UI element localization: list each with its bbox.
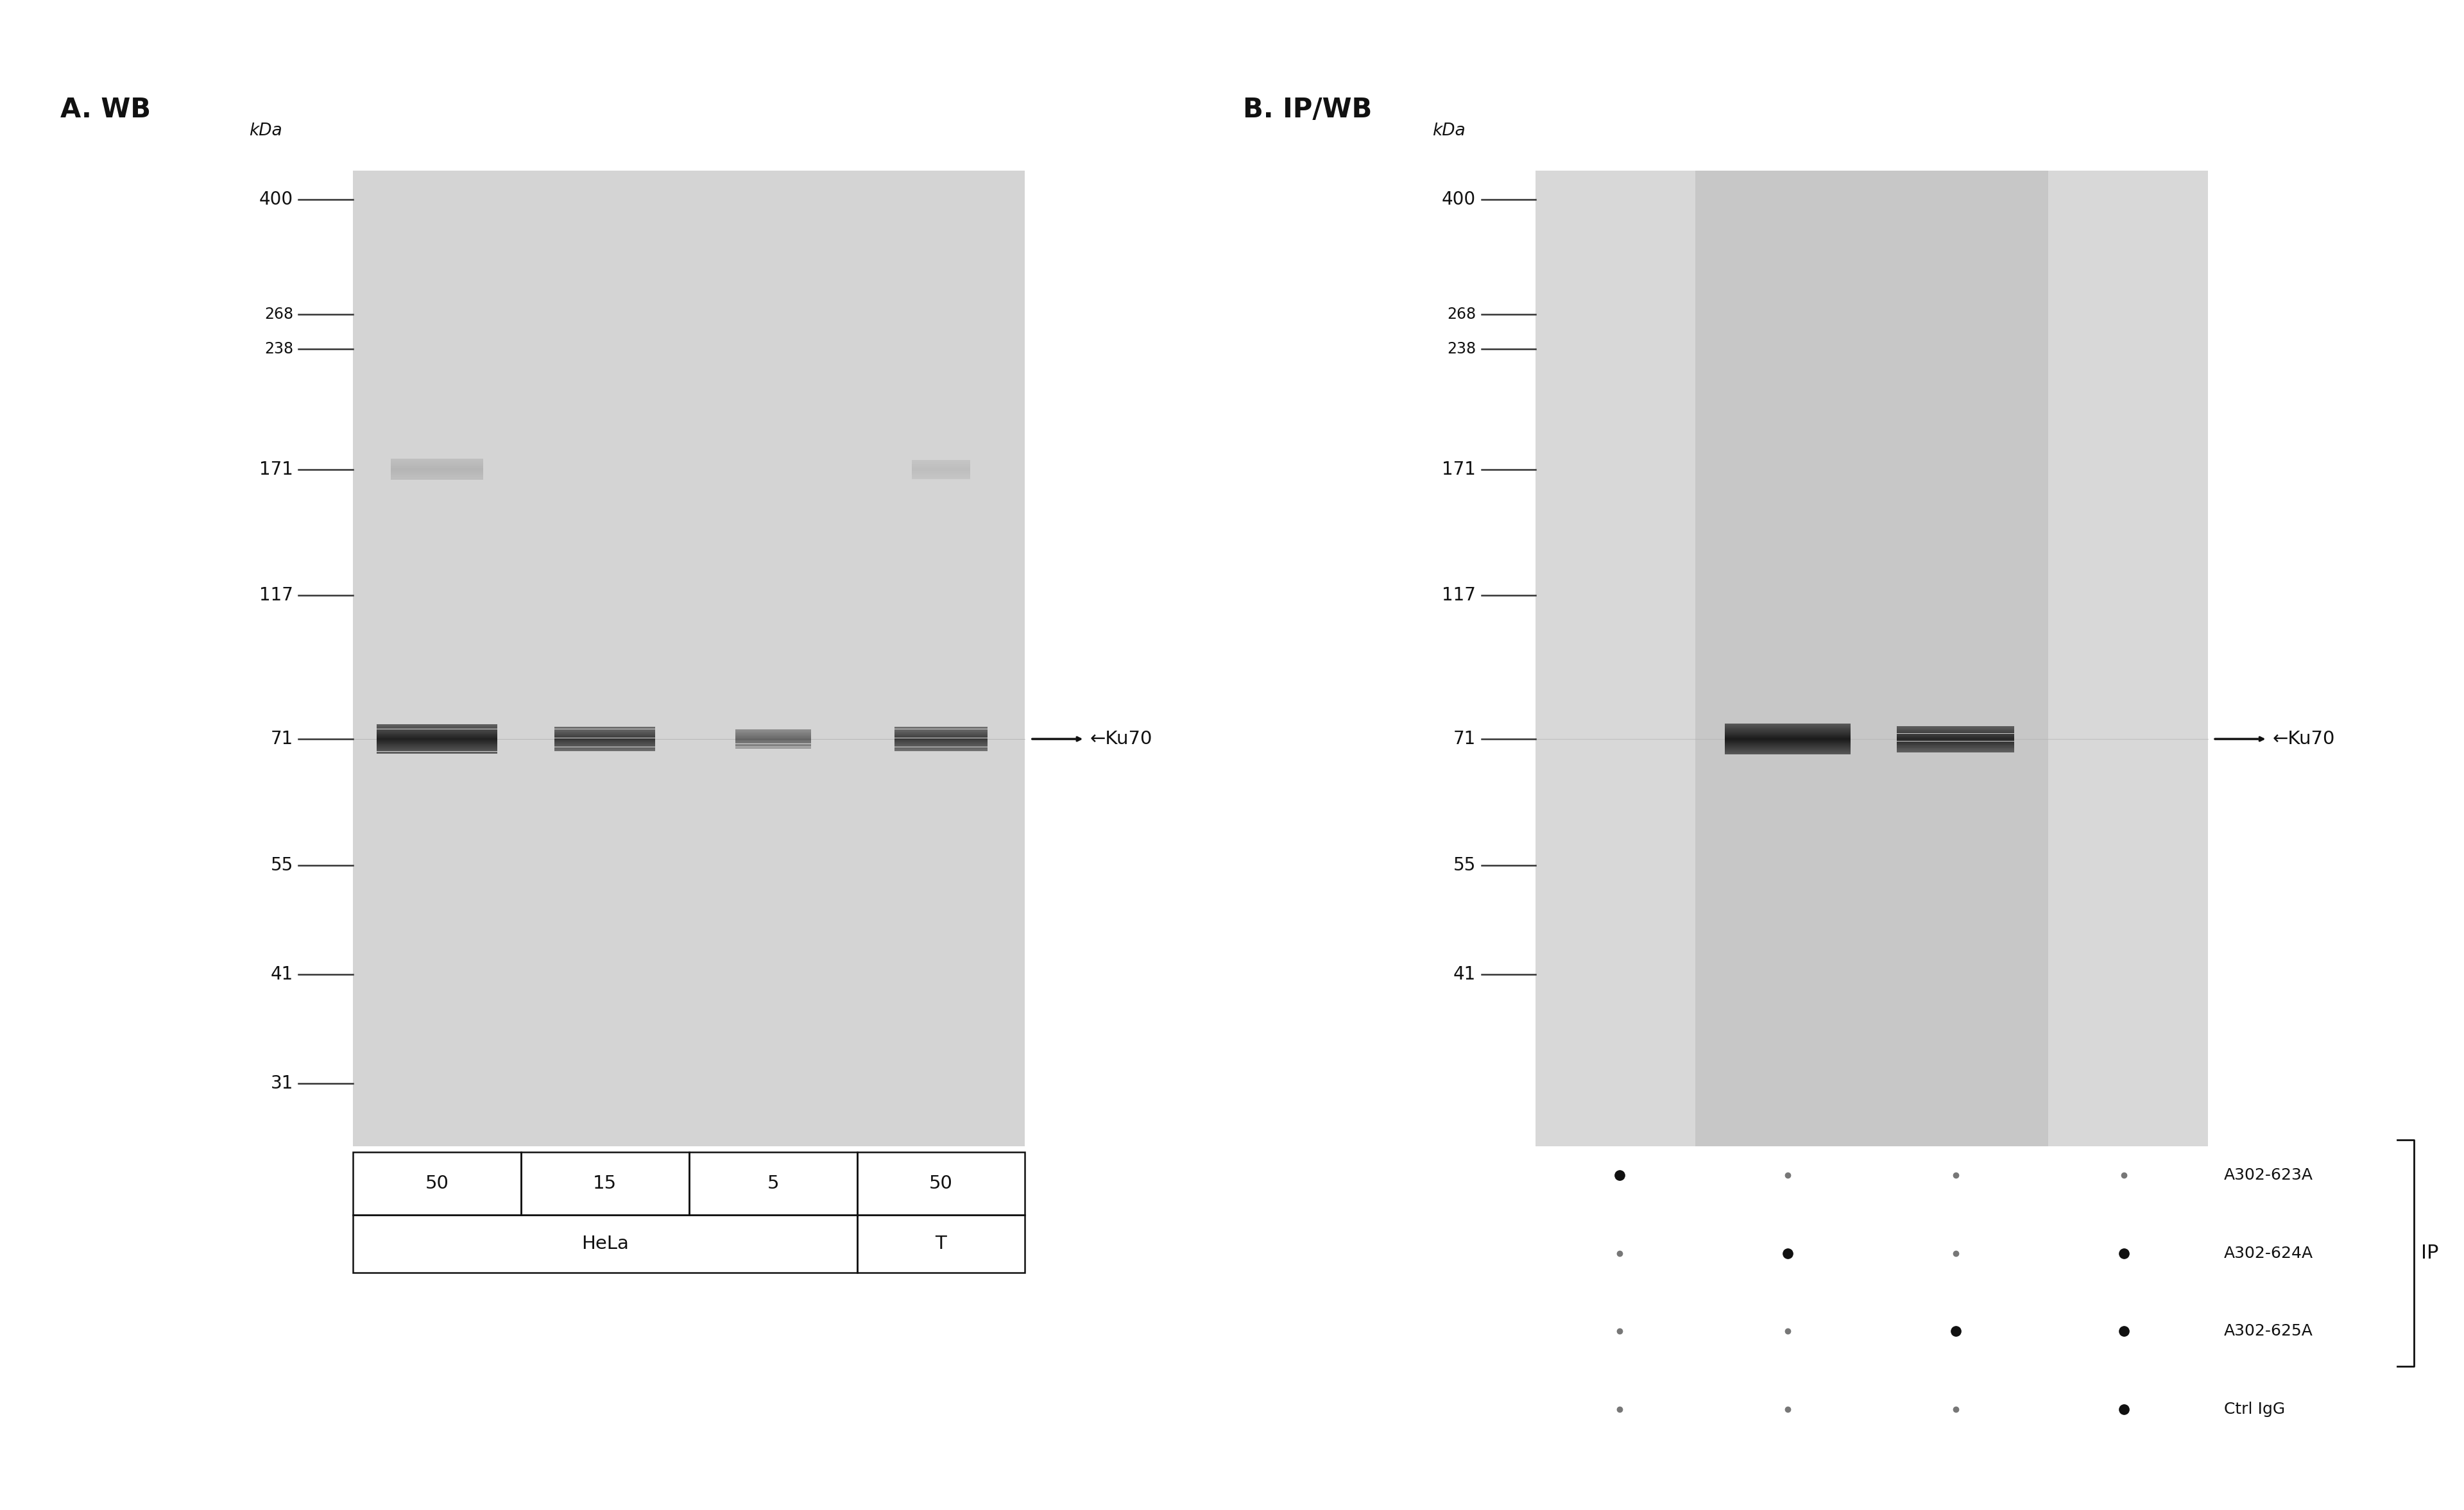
Text: kDa: kDa [1432,122,1466,139]
Text: 41: 41 [271,965,293,983]
Text: 400: 400 [1441,190,1476,208]
Bar [352,1216,857,1273]
Text: Ctrl IgG: Ctrl IgG [2225,1401,2284,1416]
Text: 268: 268 [264,307,293,322]
Text: 31: 31 [271,1074,293,1092]
Text: 268: 268 [1446,307,1476,322]
Text: 238: 238 [264,341,293,356]
Bar [352,1152,520,1216]
Text: ←Ku70: ←Ku70 [2272,729,2336,747]
Text: A302-623A: A302-623A [2225,1167,2314,1182]
Text: 50: 50 [929,1175,954,1193]
Text: 171: 171 [1441,461,1476,479]
Text: B. IP/WB: B. IP/WB [1242,97,1372,124]
Text: 117: 117 [1441,586,1476,604]
Text: 50: 50 [424,1175,448,1193]
Text: 55: 55 [271,856,293,874]
Text: HeLa: HeLa [582,1235,628,1253]
Text: IP: IP [2422,1244,2439,1262]
Text: 5: 5 [766,1175,779,1193]
Text: 55: 55 [1454,856,1476,874]
Text: A. WB: A. WB [59,97,150,124]
Bar [857,1216,1025,1273]
Text: 71: 71 [271,729,293,747]
Text: 15: 15 [594,1175,616,1193]
Text: kDa: kDa [249,122,283,139]
Bar [857,1152,1025,1216]
Bar [1695,171,2048,1146]
Bar [520,1152,690,1216]
Text: T: T [936,1235,946,1253]
Text: 41: 41 [1454,965,1476,983]
Text: 117: 117 [259,586,293,604]
Text: ←Ku70: ←Ku70 [1089,729,1153,747]
Text: A302-625A: A302-625A [2225,1323,2314,1339]
Text: 400: 400 [259,190,293,208]
Bar [690,1152,857,1216]
Text: 238: 238 [1446,341,1476,356]
Text: 171: 171 [259,461,293,479]
Bar [352,171,1025,1146]
Text: 71: 71 [1454,729,1476,747]
Bar [1535,171,2208,1146]
Text: A302-624A: A302-624A [2225,1246,2314,1261]
